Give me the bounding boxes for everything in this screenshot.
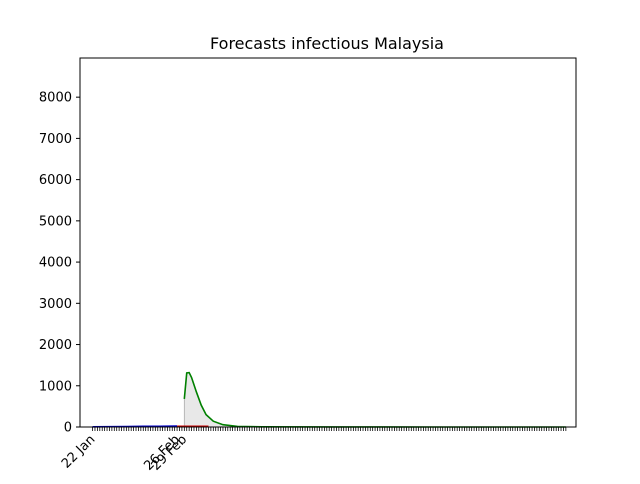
y-tick-label: 5000 [39, 214, 72, 229]
forecast-band-layer [184, 373, 566, 427]
y-tick-label: 0 [64, 421, 72, 436]
forecast-band [184, 373, 566, 427]
plot-area-frame [80, 58, 576, 427]
y-tick-label: 7000 [39, 132, 72, 147]
y-tick-label: 8000 [39, 91, 72, 106]
forecast-line [184, 373, 566, 427]
y-tick-label: 1000 [39, 379, 72, 394]
y-tick-label: 2000 [39, 338, 72, 353]
y-ticks-layer: 0 1000 2000 3000 4000 5000 6000 7000 8000 [39, 91, 80, 436]
chart-title: Forecasts infectious Malaysia [210, 34, 444, 53]
y-tick-label: 3000 [39, 297, 72, 312]
series-layer [93, 373, 566, 427]
y-tick-label: 6000 [39, 173, 72, 188]
x-tick-label: 22 Jan [59, 432, 98, 471]
y-tick-label: 4000 [39, 256, 72, 271]
